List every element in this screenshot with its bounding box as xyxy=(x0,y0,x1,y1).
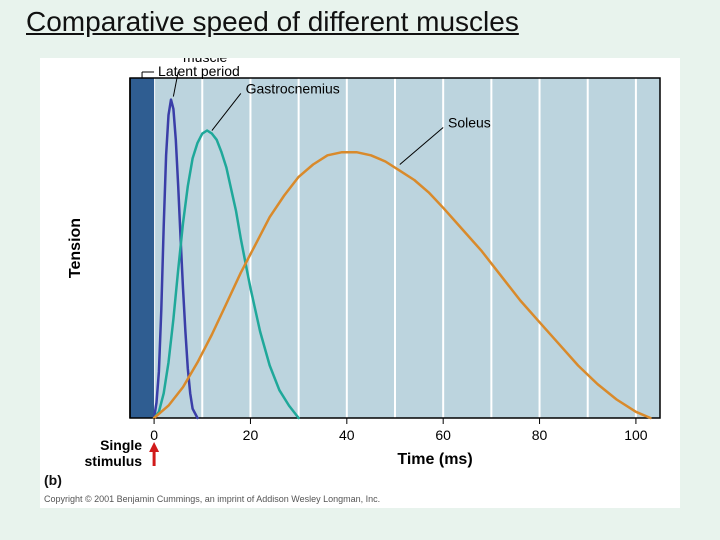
svg-text:Tension: Tension xyxy=(67,218,84,278)
figure-panel: 0 20 40 60 80 100 Time (ms) Tension Singlestimul… xyxy=(40,58,680,508)
svg-text:20: 20 xyxy=(243,427,259,443)
panel-label: (b) xyxy=(44,472,62,488)
svg-text:40: 40 xyxy=(339,427,355,443)
svg-text:muscle: muscle xyxy=(183,58,228,65)
svg-text:Time (ms): Time (ms) xyxy=(397,451,472,468)
svg-text:stimulus: stimulus xyxy=(85,453,143,469)
svg-text:80: 80 xyxy=(532,427,548,443)
svg-text:Soleus: Soleus xyxy=(448,114,491,130)
svg-text:60: 60 xyxy=(435,427,451,443)
svg-text:100: 100 xyxy=(624,427,648,443)
page-title: Comparative speed of different muscles xyxy=(20,6,700,38)
svg-text:Latent period: Latent period xyxy=(158,63,240,79)
copyright-text: Copyright © 2001 Benjamin Cummings, an i… xyxy=(44,494,380,504)
svg-text:Gastrocnemius: Gastrocnemius xyxy=(246,80,340,96)
svg-text:0: 0 xyxy=(150,427,158,443)
slide: Comparative speed of different muscles 0… xyxy=(0,0,720,540)
svg-text:Single: Single xyxy=(100,437,142,453)
tension-time-chart: 0 20 40 60 80 100 Time (ms) Tension Singlestimul… xyxy=(40,58,680,508)
